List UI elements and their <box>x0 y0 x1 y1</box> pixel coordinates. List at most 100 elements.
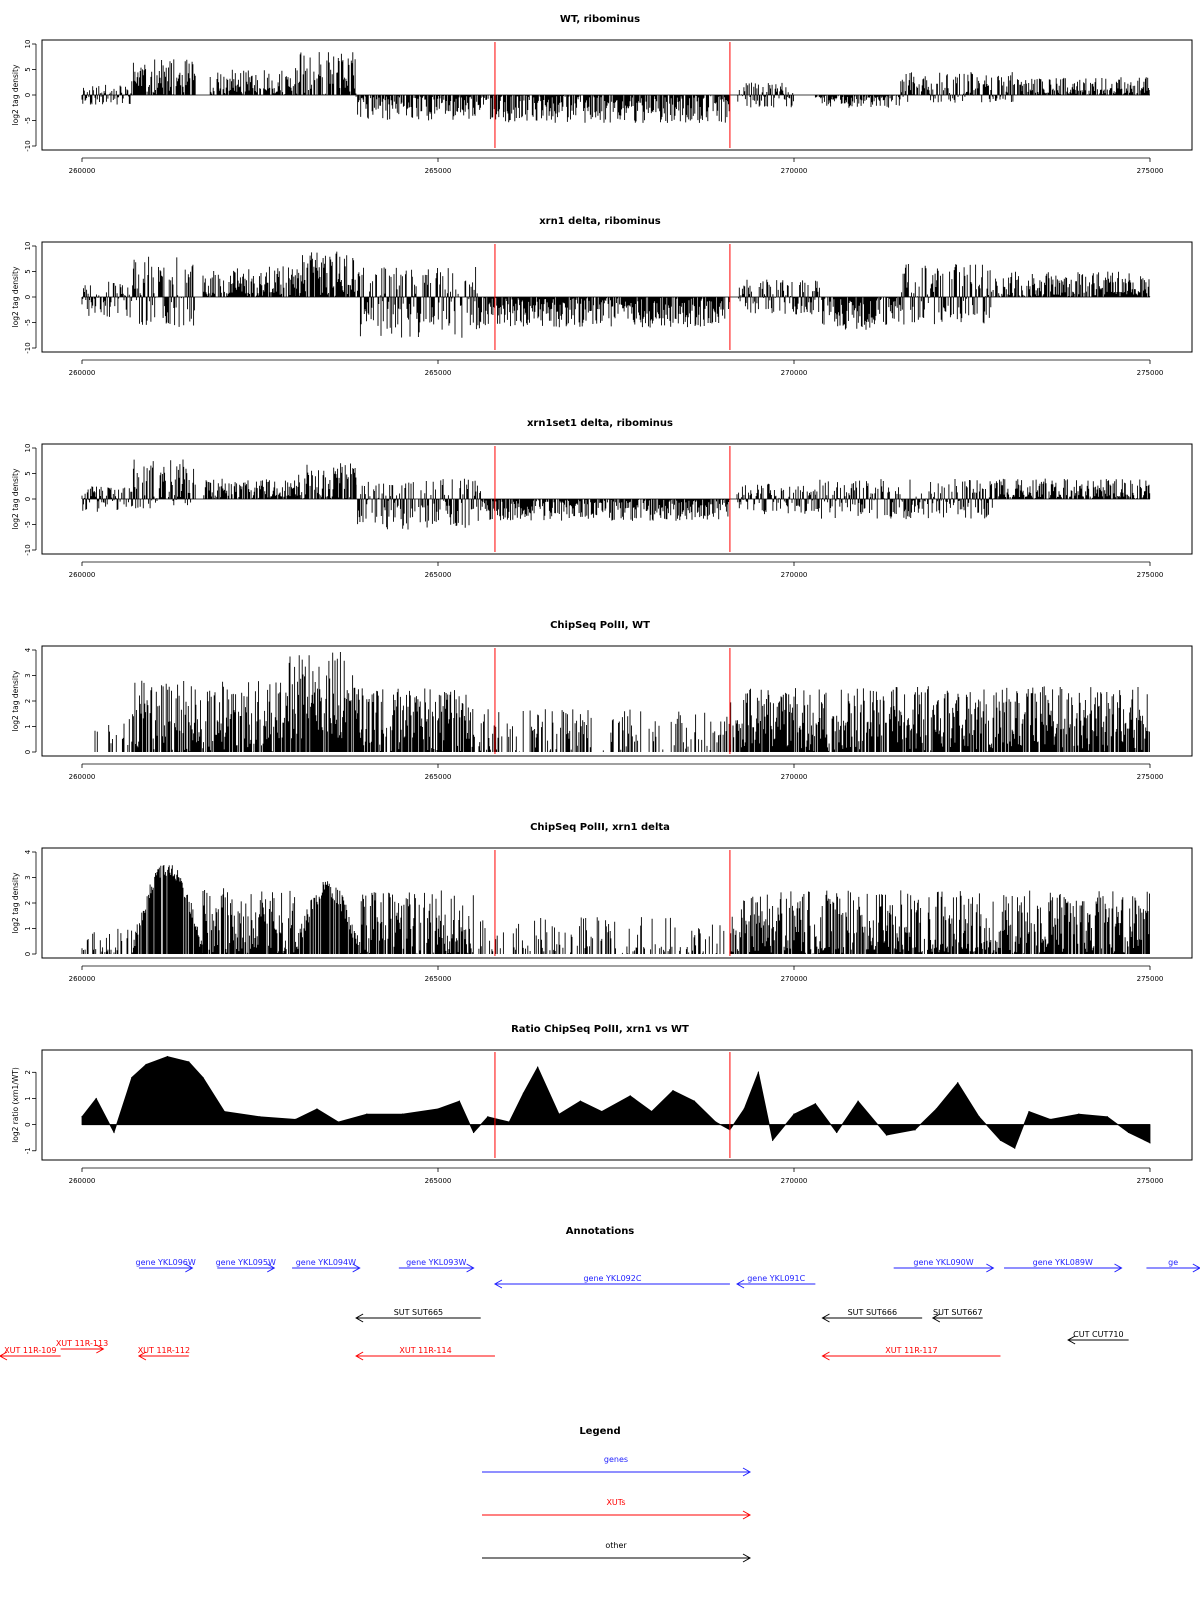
data-point <box>487 1116 489 1118</box>
feature-label: SUT SUT667 <box>933 1308 982 1317</box>
y-axis-label: log2 ratio (xrn1/WT) <box>11 1067 20 1143</box>
x-tick-label: 270000 <box>781 773 808 781</box>
panel-title: Ratio ChipSeq PolII, xrn1 vs WT <box>511 1024 689 1035</box>
y-tick-label: -10 <box>24 544 32 555</box>
data-point <box>1128 1131 1130 1134</box>
data-point <box>558 1113 560 1115</box>
data-point <box>914 1129 916 1131</box>
data-point <box>935 1108 938 1110</box>
annotation-feature: gene YKL094W <box>292 1258 361 1273</box>
data-point <box>857 1100 859 1102</box>
y-tick-label: 2 <box>24 699 32 703</box>
legend-label: other <box>605 1541 627 1550</box>
annotation-feature: SUT SUT665 <box>355 1308 481 1323</box>
annotation-feature: XUT 11R-112 <box>137 1346 190 1361</box>
data-point <box>145 1063 147 1066</box>
annotation-feature: XUT 11R-109 <box>0 1346 61 1361</box>
y-tick-label: -5 <box>24 319 32 326</box>
arrowhead <box>96 1344 105 1354</box>
bar-series <box>81 459 1151 530</box>
data-point <box>437 1108 439 1110</box>
feature-label: ge <box>1168 1258 1178 1267</box>
annotation-features: gene YKL096W gene YKL095W gene YKL094W gene… <box>0 1258 1200 1361</box>
data-point <box>295 1118 297 1120</box>
data-point <box>1106 1116 1108 1118</box>
y-tick-label: 1 <box>24 724 32 728</box>
panel-title: ChipSeq PolII, WT <box>550 620 650 631</box>
y-tick-label: -1 <box>24 1147 32 1154</box>
arrowhead <box>742 1467 752 1477</box>
annotation-feature: XUT 11R-114 <box>355 1346 495 1361</box>
y-tick-label: 3 <box>24 673 32 677</box>
arrowhead <box>0 1351 8 1361</box>
y-tick-label: -5 <box>24 117 32 124</box>
annotation-feature: SUT SUT667 <box>931 1308 983 1323</box>
y-tick-label: 10 <box>24 242 32 251</box>
data-point <box>772 1139 774 1141</box>
y-tick-label: 3 <box>24 875 32 879</box>
arrowhead <box>986 1263 995 1273</box>
x-tick-label: 270000 <box>781 975 808 983</box>
x-tick-label: 275000 <box>1137 369 1164 377</box>
y-tick-label: 0 <box>24 93 32 97</box>
arrowhead <box>493 1279 503 1289</box>
x-tick-label: 265000 <box>425 773 452 781</box>
legend-label: genes <box>604 1455 628 1464</box>
x-tick-label: 260000 <box>69 773 96 781</box>
data-point <box>223 1110 225 1113</box>
data-point <box>601 1110 603 1113</box>
data-point <box>579 1100 582 1102</box>
panel-title: xrn1set1 delta, ribominus <box>527 418 673 429</box>
data-point <box>166 1056 169 1058</box>
arrowhead <box>185 1263 194 1273</box>
x-tick-label: 265000 <box>425 1177 452 1185</box>
data-point <box>1014 1147 1016 1149</box>
y-tick-label: 0 <box>24 295 32 299</box>
x-tick-label: 275000 <box>1137 1177 1164 1185</box>
feature-label: SUT SUT665 <box>394 1308 443 1317</box>
feature-label: gene YKL095W <box>216 1258 276 1267</box>
x-tick-label: 275000 <box>1137 975 1164 983</box>
data-point <box>366 1113 368 1115</box>
feature-label: gene YKL090W <box>913 1258 973 1267</box>
legend-title: Legend <box>579 1426 620 1437</box>
y-tick-label: 4 <box>24 647 32 652</box>
arrowhead <box>137 1351 147 1361</box>
x-tick-label: 260000 <box>69 975 96 983</box>
data-point <box>81 1116 83 1118</box>
y-tick-label: 5 <box>24 471 32 475</box>
data-point <box>999 1139 1002 1141</box>
data-point <box>957 1082 959 1084</box>
feature-label: gene YKL091C <box>747 1274 805 1283</box>
arrowhead <box>352 1263 361 1273</box>
arrowhead <box>742 1553 752 1563</box>
y-tick-label: -5 <box>24 521 32 528</box>
legend-items: genes XUTs other <box>482 1455 752 1563</box>
bar-series <box>81 52 1150 123</box>
feature-label: gene YKL096W <box>136 1258 196 1267</box>
bar-series <box>94 652 1150 752</box>
annotation-feature: gene YKL090W <box>893 1258 995 1273</box>
data-point <box>836 1131 838 1134</box>
annotation-feature: SUT SUT666 <box>821 1308 923 1323</box>
y-axis-label: log2 tag density <box>11 670 20 731</box>
bar-series <box>81 251 1151 338</box>
panel-4: ChipSeq PolII, xrn1 delta 0 1 2 3 4 log2 tag d… <box>11 822 1193 983</box>
data-point <box>814 1103 816 1105</box>
plot-frame <box>41 645 1193 757</box>
x-tick-label: 265000 <box>425 571 452 579</box>
data-point <box>188 1061 190 1063</box>
annotation-feature: XUT 11R-117 <box>821 1346 1001 1361</box>
data-point <box>522 1092 525 1094</box>
data-point <box>401 1113 403 1115</box>
x-tick-label: 275000 <box>1137 571 1164 579</box>
data-point <box>672 1090 674 1092</box>
plot-frame <box>41 847 1193 959</box>
feature-label: gene YKL094W <box>296 1258 356 1267</box>
data-point <box>1149 1142 1151 1144</box>
annotation-feature: gene YKL095W <box>216 1258 276 1273</box>
annotation-feature: CUT CUT710 <box>1067 1330 1129 1345</box>
plot-frame <box>41 39 1193 151</box>
panel-5: Ratio ChipSeq PolII, xrn1 vs WT -1 0 1 2 log2… <box>11 1024 1193 1185</box>
arrowhead <box>821 1313 830 1323</box>
